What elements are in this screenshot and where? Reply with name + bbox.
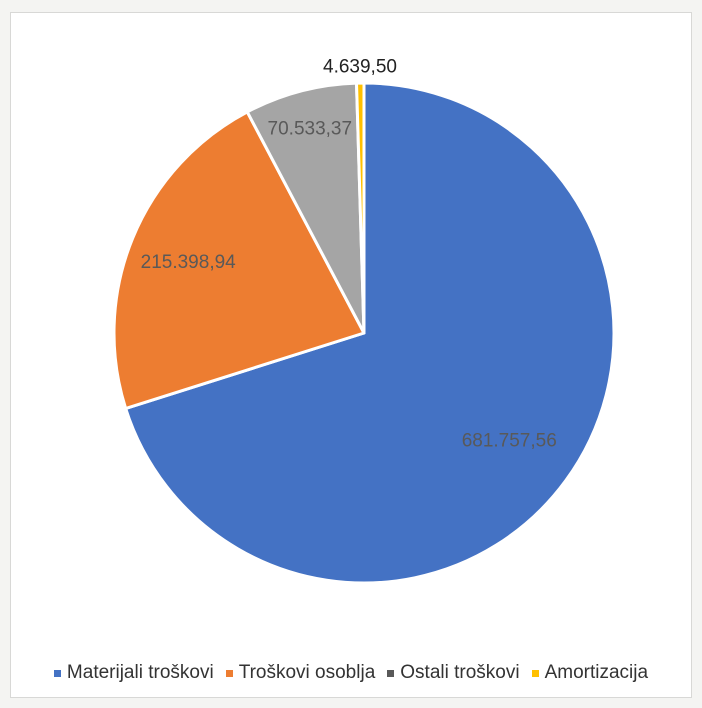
pie-slice — [124, 81, 616, 585]
legend-swatch-icon — [225, 669, 233, 677]
legend-item: Troškovi osoblja — [225, 662, 376, 684]
legend-swatch-icon — [387, 669, 395, 677]
data-label: 4.639,50 — [323, 57, 397, 78]
legend-item: Materijali troškovi — [53, 662, 214, 684]
legend-item: Amortizacija — [531, 662, 649, 684]
legend-swatch-icon — [53, 669, 61, 677]
legend-label: Materijali troškovi — [66, 662, 214, 683]
data-label: 215.398,94 — [141, 252, 237, 273]
pie-slice — [355, 81, 366, 335]
legend-item: Ostali troškovi — [387, 662, 520, 684]
pie-slice — [245, 81, 366, 335]
chart-legend: Materijali troškovi Troškovi osoblja Ost… — [0, 662, 702, 684]
data-label: 681.757,56 — [462, 430, 557, 451]
legend-swatch-icon — [531, 669, 539, 677]
pie-slice — [112, 110, 366, 411]
legend-label: Amortizacija — [544, 662, 649, 683]
data-label: 70.533,37 — [268, 119, 353, 140]
legend-label: Troškovi osoblja — [238, 662, 376, 683]
legend-label: Ostali troškovi — [400, 662, 520, 683]
